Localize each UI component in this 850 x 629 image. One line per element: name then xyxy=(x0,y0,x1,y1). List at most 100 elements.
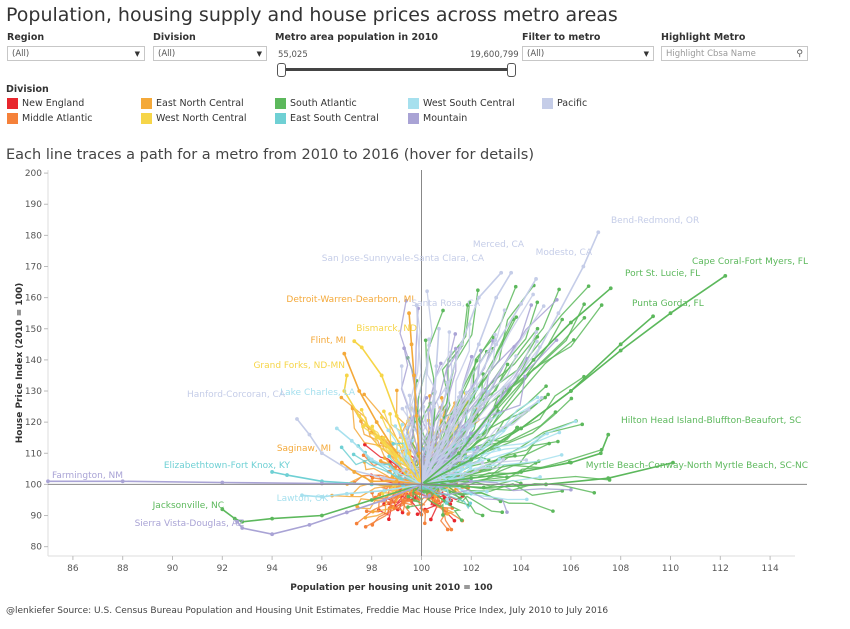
metro-path[interactable] xyxy=(421,483,444,515)
metro-endpoint[interactable] xyxy=(459,518,464,522)
metro-endpoint[interactable] xyxy=(427,337,431,341)
metro-point[interactable] xyxy=(651,314,655,319)
metro-endpoint[interactable] xyxy=(388,412,392,416)
metro-endpoint[interactable] xyxy=(379,415,384,419)
metro-point[interactable] xyxy=(369,457,374,462)
metro-endpoint[interactable] xyxy=(555,298,559,302)
metro-endpoint[interactable] xyxy=(399,364,404,368)
metro-endpoint[interactable] xyxy=(531,292,535,297)
legend-item-east-south-central[interactable]: East South Central xyxy=(275,113,379,124)
metro-point[interactable] xyxy=(342,351,347,356)
metro-path[interactable] xyxy=(421,346,541,485)
metro-endpoint[interactable] xyxy=(534,330,539,334)
metro-endpoint[interactable] xyxy=(551,509,555,513)
metro-point[interactable] xyxy=(476,342,481,347)
metro-endpoint[interactable] xyxy=(382,456,387,460)
metro-point[interactable] xyxy=(349,438,354,443)
metro-endpoint[interactable] xyxy=(582,302,586,307)
metro-path[interactable] xyxy=(420,484,463,521)
metro-endpoint[interactable] xyxy=(556,439,560,444)
metro-endpoint[interactable] xyxy=(501,457,505,462)
metro-point[interactable] xyxy=(270,470,274,474)
metro-point[interactable] xyxy=(481,485,486,490)
division-select[interactable]: (All) ▼ xyxy=(153,46,267,61)
metro-point[interactable] xyxy=(456,457,461,462)
metro-endpoint[interactable] xyxy=(387,454,391,459)
metro-point[interactable] xyxy=(399,457,404,462)
metro-path[interactable] xyxy=(421,481,563,496)
metro-path-hanford-corcoran-ca[interactable] xyxy=(296,418,422,486)
metro-endpoint[interactable] xyxy=(386,428,391,433)
metro-endpoint[interactable] xyxy=(544,384,548,388)
metro-point[interactable] xyxy=(519,301,523,306)
metro-point[interactable] xyxy=(434,364,439,369)
metro-point[interactable] xyxy=(307,522,312,527)
metro-path[interactable] xyxy=(421,454,562,486)
metro-endpoint[interactable] xyxy=(535,335,540,339)
metro-point[interactable] xyxy=(459,342,464,347)
metro-point[interactable] xyxy=(344,491,349,496)
metro-point[interactable] xyxy=(494,404,499,409)
metro-point[interactable] xyxy=(556,311,561,316)
metro-endpoint[interactable] xyxy=(425,289,429,294)
metro-endpoint[interactable] xyxy=(406,494,411,499)
legend-item-pacific[interactable]: Pacific xyxy=(542,98,587,109)
metro-point[interactable] xyxy=(618,348,623,353)
metro-endpoint[interactable] xyxy=(370,523,375,527)
metro-path[interactable] xyxy=(420,294,534,485)
metro-path-modesto-ca[interactable] xyxy=(420,278,537,485)
metro-endpoint[interactable] xyxy=(541,304,546,308)
metro-endpoint[interactable] xyxy=(361,453,366,458)
metro-point[interactable] xyxy=(417,451,421,456)
metro-point[interactable] xyxy=(569,320,573,325)
metro-endpoint[interactable] xyxy=(445,512,450,516)
metro-endpoint[interactable] xyxy=(452,518,457,523)
metro-endpoint[interactable] xyxy=(493,332,497,337)
metro-point[interactable] xyxy=(240,519,245,524)
metro-point[interactable] xyxy=(342,389,347,393)
metro-point[interactable] xyxy=(344,373,349,378)
metro-point[interactable] xyxy=(531,357,536,362)
metro-endpoint[interactable] xyxy=(453,332,458,336)
metro-point[interactable] xyxy=(606,432,611,437)
metro-endpoint[interactable] xyxy=(554,338,559,342)
metro-endpoint[interactable] xyxy=(382,409,386,414)
metro-endpoint[interactable] xyxy=(489,416,493,421)
metro-point[interactable] xyxy=(270,532,274,537)
legend-item-middle-atlantic[interactable]: Middle Atlantic xyxy=(7,113,93,124)
population-slider-min-handle[interactable] xyxy=(277,63,286,77)
metro-point[interactable] xyxy=(394,470,399,474)
metro-endpoint[interactable] xyxy=(467,300,472,305)
metro-endpoint[interactable] xyxy=(559,453,564,457)
metro-endpoint[interactable] xyxy=(351,452,356,457)
metro-path-san-jose-sunnyvale-santa-clara-ca[interactable] xyxy=(420,272,502,485)
metro-endpoint[interactable] xyxy=(497,457,502,461)
metro-point[interactable] xyxy=(509,270,514,275)
metro-point[interactable] xyxy=(320,513,324,518)
metro-point[interactable] xyxy=(357,389,362,393)
metro-endpoint[interactable] xyxy=(391,442,395,446)
metro-path-port-st-lucie-fl[interactable] xyxy=(420,287,612,486)
metro-path-hilton-head-island-bluffton-beaufort-sc[interactable] xyxy=(421,434,610,486)
metro-endpoint[interactable] xyxy=(523,374,527,379)
metro-point[interactable] xyxy=(46,479,50,484)
metro-endpoint[interactable] xyxy=(404,405,409,409)
metro-point[interactable] xyxy=(469,457,474,462)
metro-endpoint[interactable] xyxy=(424,395,429,400)
legend-item-mountain[interactable]: Mountain xyxy=(408,113,467,124)
metro-point[interactable] xyxy=(307,432,312,437)
metro-path[interactable] xyxy=(411,305,423,485)
metro-point[interactable] xyxy=(220,507,225,512)
metro-point[interactable] xyxy=(432,435,436,440)
metro-endpoint[interactable] xyxy=(354,521,359,526)
metro-endpoint[interactable] xyxy=(414,303,419,307)
metro-endpoint[interactable] xyxy=(363,515,368,520)
metro-point[interactable] xyxy=(427,445,431,449)
metro-point[interactable] xyxy=(407,451,411,456)
legend-item-east-north-central[interactable]: East North Central xyxy=(141,98,244,109)
metro-point[interactable] xyxy=(240,526,245,530)
metro-point[interactable] xyxy=(320,451,324,456)
metro-point[interactable] xyxy=(379,373,384,378)
metro-endpoint[interactable] xyxy=(599,303,604,307)
metro-path[interactable] xyxy=(421,480,571,492)
